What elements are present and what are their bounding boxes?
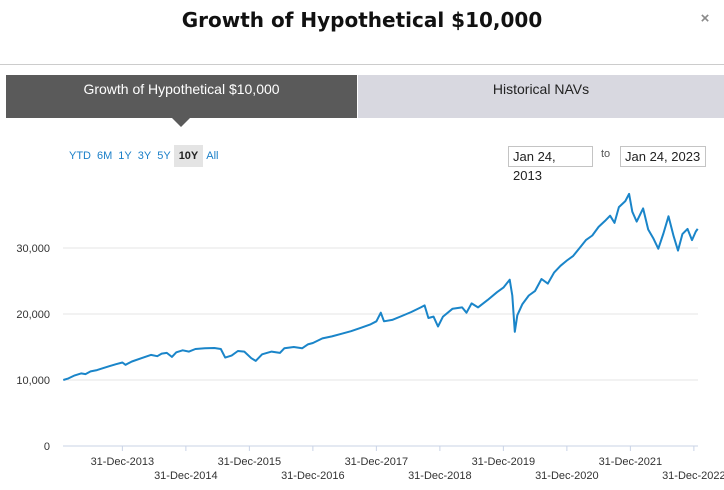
x-tick-label: 31-Dec-2015	[218, 456, 282, 468]
tab-historical-navs[interactable]: Historical NAVs	[358, 75, 724, 118]
from-date-input[interactable]: Jan 24, 2013	[508, 146, 593, 183]
series-line	[63, 192, 699, 381]
close-icon[interactable]: ×	[700, 10, 710, 27]
range-ytd-button[interactable]: YTD	[69, 150, 91, 162]
to-date-input[interactable]: Jan 24, 2023	[620, 146, 706, 167]
y-tick-label: 0	[44, 441, 50, 453]
x-tick-label: 31-Dec-2013	[91, 456, 155, 468]
x-tick-label: 31-Dec-2017	[345, 456, 409, 468]
range-all-button[interactable]: All	[206, 150, 219, 162]
range-10y-button[interactable]: 10Y	[173, 145, 204, 167]
x-tick-label: 31-Dec-2014	[154, 470, 218, 482]
x-tick-label: 31-Dec-2020	[535, 470, 599, 482]
x-tick-label: 31-Dec-2021	[599, 456, 663, 468]
x-tick-label: 31-Dec-2018	[408, 470, 472, 482]
range-1y-button[interactable]: 1Y	[118, 150, 132, 162]
x-tick-label: 31-Dec-2016	[281, 470, 345, 482]
header-divider	[0, 64, 724, 65]
page-title: Growth of Hypothetical $10,000	[181, 8, 543, 32]
range-selector: YTD 6M 1Y 3Y 5Y 10Y All	[66, 145, 222, 167]
tab-growth[interactable]: Growth of Hypothetical $10,000	[6, 75, 357, 118]
y-tick-label: 30,000	[16, 243, 50, 255]
date-range-separator: to	[601, 148, 611, 160]
y-tick-label: 20,000	[16, 309, 50, 321]
y-tick-label: 10,000	[16, 375, 50, 387]
range-6m-button[interactable]: 6M	[97, 150, 113, 162]
range-5y-button[interactable]: 5Y	[157, 150, 171, 162]
range-3y-button[interactable]: 3Y	[137, 150, 152, 162]
x-tick-label: 31-Dec-2022	[662, 470, 724, 482]
x-tick-label: 31-Dec-2019	[472, 456, 536, 468]
active-tab-caret-icon	[172, 118, 190, 127]
